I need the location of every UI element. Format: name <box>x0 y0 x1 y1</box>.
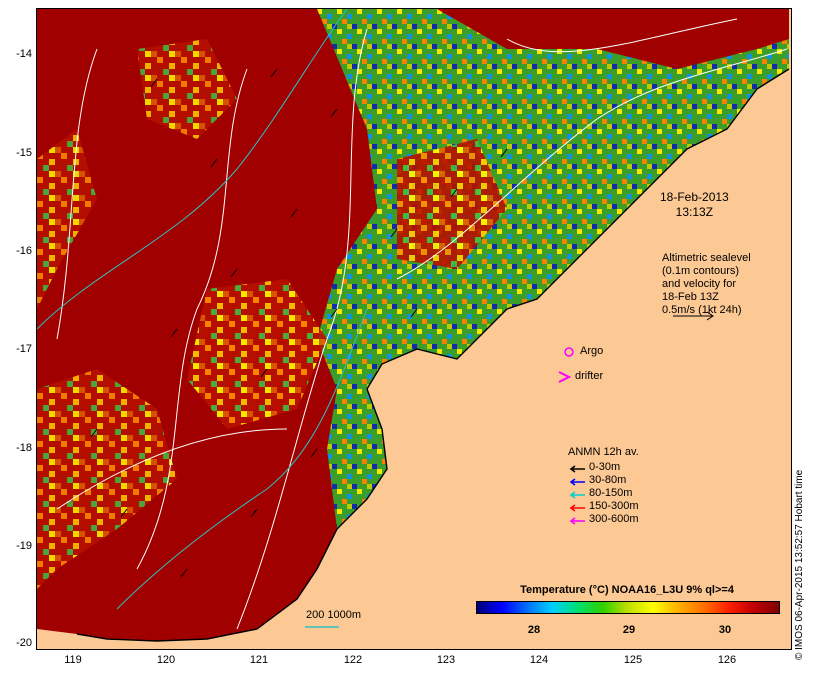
y-tick-label: -19 <box>16 540 32 552</box>
date-annotation: 18-Feb-2013 13:13Z <box>660 190 729 220</box>
anmn-legend-label: 0-30m <box>589 461 621 473</box>
y-tick-label: -15 <box>16 147 32 159</box>
y-tick-label: -18 <box>16 442 32 454</box>
y-tick-label: -20 <box>16 637 32 649</box>
anmn-legend-item: 150-300m <box>568 500 639 513</box>
x-tick-label: 124 <box>529 654 549 666</box>
anmn-legend-label: 300-600m <box>589 513 639 525</box>
altimetry-line: Altimetric sealevel <box>662 252 751 264</box>
anmn-legend-label: 80-150m <box>589 487 633 499</box>
x-tick-label: 122 <box>343 654 363 666</box>
sealevel-contours <box>56 18 788 630</box>
altimetry-line: (0.1m contours) <box>662 265 740 277</box>
velocity-arrows <box>90 68 508 578</box>
colorbar <box>476 601 780 614</box>
x-tick-label: 120 <box>156 654 176 666</box>
anmn-legend-title: ANMN 12h av. <box>568 446 639 458</box>
colorbar-tick-label: 30 <box>718 624 732 636</box>
altimetry-line: 18-Feb 13Z <box>662 291 719 303</box>
time-line: 13:13Z <box>675 205 714 219</box>
colorbar-tick-label: 29 <box>622 624 636 636</box>
argo-marker <box>564 347 574 357</box>
altimetry-line: and velocity for <box>662 278 736 290</box>
arrow-icon <box>568 464 586 473</box>
x-tick-label: 123 <box>436 654 456 666</box>
date-line: 18-Feb-2013 <box>660 190 729 204</box>
x-tick-label: 125 <box>623 654 643 666</box>
y-tick-label: -17 <box>16 343 32 355</box>
timestamp-text: © IMOS 06-Apr-2015 13:52:57 Hobart time <box>794 469 805 660</box>
altimetry-scale-arrow <box>673 311 714 321</box>
ocean-mixed-shelf <box>317 9 789 529</box>
sst-map <box>36 8 792 650</box>
x-tick-label: 126 <box>717 654 737 666</box>
anmn-legend-label: 30-80m <box>589 474 627 486</box>
anmn-legend-item: 0-30m <box>568 461 639 474</box>
arrow-icon <box>568 503 586 512</box>
anmn-legend-item: 300-600m <box>568 513 639 526</box>
y-tick-label: -14 <box>16 48 32 60</box>
sst-map-canvas <box>37 9 791 649</box>
coastline <box>76 68 790 642</box>
y-tick-label: -16 <box>16 245 32 257</box>
arrow-icon <box>568 516 586 525</box>
x-tick-label: 121 <box>249 654 269 666</box>
anmn-legend-item: 30-80m <box>568 474 639 487</box>
altimetry-annotation: Altimetric sealevel (0.1m contours) and … <box>662 252 751 317</box>
x-tick-label: 119 <box>64 654 82 666</box>
argo-label: Argo <box>580 345 604 357</box>
bathymetry-label: 200 1000m <box>306 609 362 621</box>
colorbar-title: Temperature (°C) NOAA16_L3U 9% ql>=4 <box>520 584 734 596</box>
altimetry-line: 0.5m/s (1kt 24h) <box>662 304 742 316</box>
drifter-marker <box>558 371 572 383</box>
arrow-icon <box>568 490 586 499</box>
arrow-icon <box>568 477 586 486</box>
ocean-speckle-patch <box>187 139 507 429</box>
drifter-label: drifter <box>575 370 604 382</box>
anmn-legend-label: 150-300m <box>589 500 639 512</box>
anmn-legend: ANMN 12h av. 0-30m 30-80m 80-150m 150-30… <box>568 446 639 526</box>
isobath-lines <box>37 9 368 610</box>
colorbar-tick-label: 28 <box>527 624 541 636</box>
anmn-legend-item: 80-150m <box>568 487 639 500</box>
ocean-speckle-band <box>37 39 237 589</box>
